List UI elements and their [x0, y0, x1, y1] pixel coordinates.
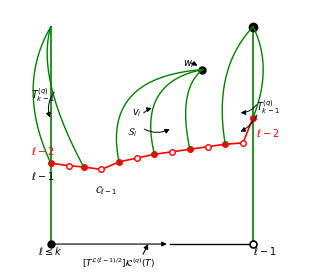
Text: $\mathcal{S}_i$: $\mathcal{S}_i$	[127, 126, 137, 139]
Text: $\ell-2$: $\ell-2$	[256, 127, 279, 139]
Text: $T^{(q)}_{k-1}$: $T^{(q)}_{k-1}$	[256, 99, 279, 117]
Text: $\ell \leq k$: $\ell \leq k$	[38, 245, 62, 257]
Text: $\ell-1$: $\ell-1$	[253, 245, 276, 257]
Text: $T^{(q)}_{k-1}$: $T^{(q)}_{k-1}$	[30, 86, 55, 104]
Text: $\ell-1$: $\ell-1$	[30, 170, 54, 182]
Text: $\ell-2$: $\ell-2$	[30, 144, 54, 156]
Text: $\mathcal{C}_{\ell-1}$: $\mathcal{C}_{\ell-1}$	[95, 185, 118, 197]
Text: $[T^{\mathcal{L}(\ell-1)/2}]\mathcal{K}^{(q)}(T)$: $[T^{\mathcal{L}(\ell-1)/2}]\mathcal{K}^…	[83, 257, 156, 270]
Text: $w_i$: $w_i$	[183, 59, 195, 70]
Text: $v_i$: $v_i$	[132, 107, 142, 118]
